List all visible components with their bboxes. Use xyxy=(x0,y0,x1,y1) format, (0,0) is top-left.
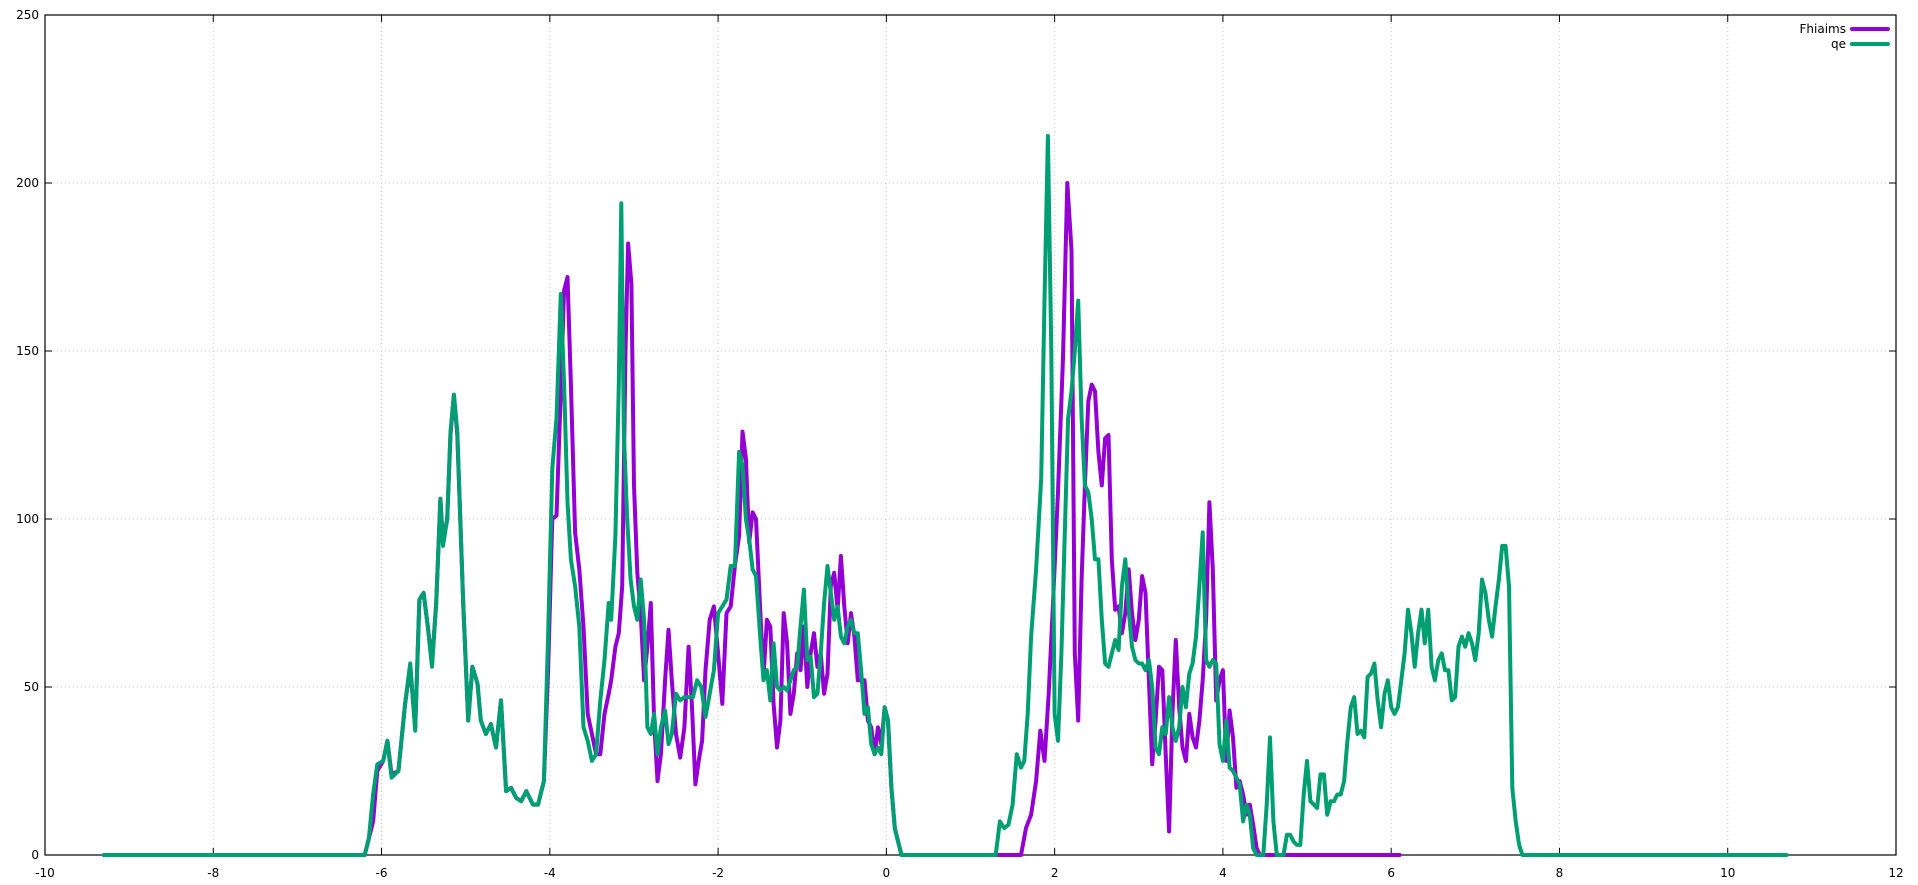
x-tick-label: -2 xyxy=(712,866,724,880)
legend-label: qe xyxy=(1831,37,1846,51)
x-tick-label: 8 xyxy=(1556,866,1564,880)
y-tick-label: 250 xyxy=(16,8,39,22)
x-tick-label: 10 xyxy=(1720,866,1735,880)
legend-label: Fhiaims xyxy=(1800,22,1846,36)
x-tick-label: -6 xyxy=(376,866,388,880)
y-tick-label: 100 xyxy=(16,512,39,526)
x-tick-label: -4 xyxy=(544,866,556,880)
x-tick-label: -10 xyxy=(35,866,55,880)
x-tick-label: 12 xyxy=(1888,866,1903,880)
x-tick-label: 6 xyxy=(1387,866,1395,880)
x-tick-label: 4 xyxy=(1219,866,1227,880)
y-tick-label: 0 xyxy=(31,848,39,862)
series-line-qe xyxy=(101,134,1789,857)
y-tick-label: 150 xyxy=(16,344,39,358)
y-tick-label: 50 xyxy=(24,680,39,694)
x-tick-label: -8 xyxy=(207,866,219,880)
y-tick-label: 200 xyxy=(16,176,39,190)
x-tick-label: 2 xyxy=(1051,866,1059,880)
grid-lines xyxy=(45,15,1896,855)
x-tick-label: 0 xyxy=(883,866,891,880)
series-lines xyxy=(101,134,1789,857)
